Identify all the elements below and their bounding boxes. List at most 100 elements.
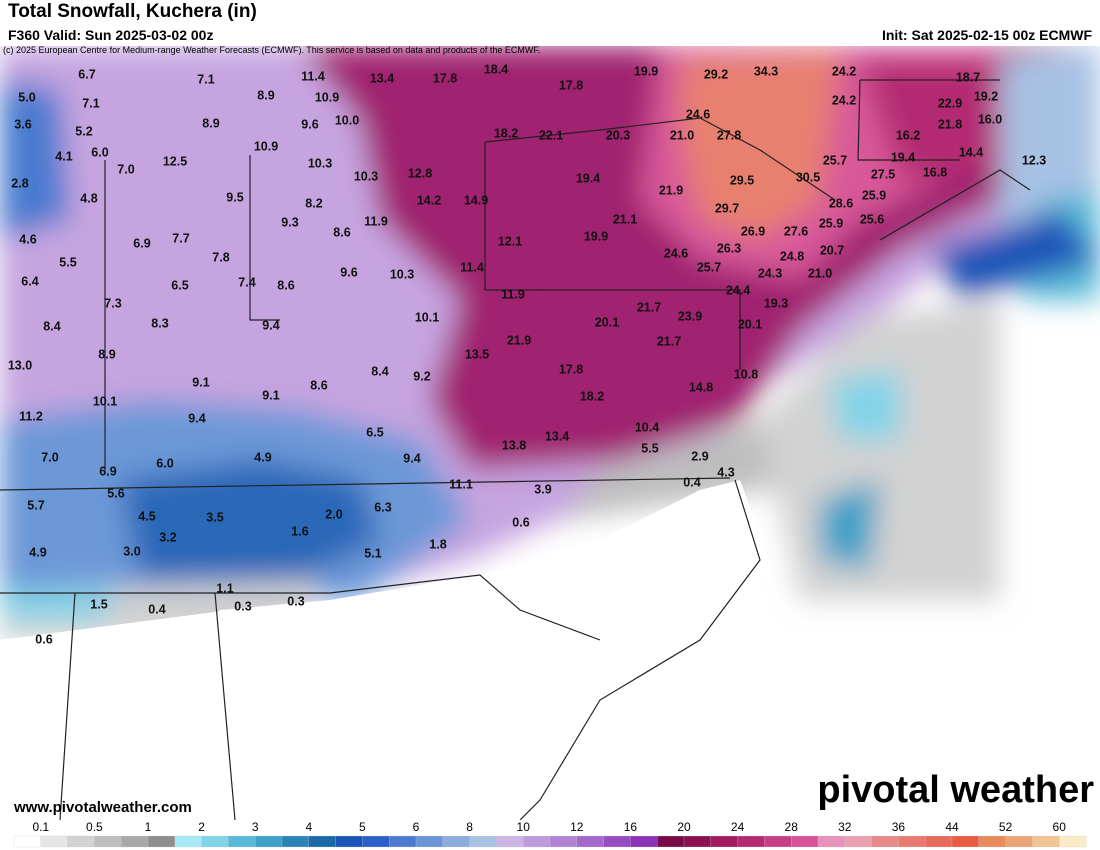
snowfall-label: 19.2 [974,89,998,103]
colorbar-tick-label: 6 [413,820,420,834]
colorbar-tick-label: 44 [945,820,959,834]
color-swatch [549,835,578,848]
snowfall-label: 28.6 [829,196,853,210]
snowfall-label: 19.9 [634,64,658,78]
snowfall-label: 4.9 [254,450,271,464]
color-swatch [255,835,283,848]
snowfall-label: 5.5 [641,441,658,455]
snowfall-label: 7.0 [41,450,58,464]
color-swatch [13,835,42,848]
snowfall-label: 18.2 [494,126,518,140]
color-swatch [523,835,551,848]
snowfall-label: 1.1 [216,581,233,595]
snowfall-label: 9.4 [403,451,420,465]
snowfall-label: 8.3 [151,316,168,330]
snowfall-label: 20.7 [820,243,844,257]
colorbar-tick-label: 1 [145,820,152,834]
snowfall-label: 24.2 [832,64,856,78]
snowfall-label: 7.7 [172,231,189,245]
snowfall-label: 20.3 [606,128,630,142]
snowfall-label: 12.1 [498,234,522,248]
snowfall-label: 10.4 [635,420,659,434]
snowfall-label: 6.0 [156,456,173,470]
color-swatch [871,835,899,848]
snowfall-label: 8.9 [257,88,274,102]
snowfall-label: 10.0 [335,113,359,127]
colorbar-tick-label: 4 [305,820,312,834]
snowfall-label: 5.5 [59,255,76,269]
snowfall-label: 25.7 [697,260,721,274]
snowfall-label: 9.1 [262,388,279,402]
color-swatch [94,835,122,848]
snowfall-label: 12.8 [408,166,432,180]
snowfall-label: 4.5 [138,509,155,523]
snowfall-label: 0.3 [234,599,251,613]
color-swatch [335,835,363,848]
snowfall-label: 21.0 [670,128,694,142]
snowfall-label: 20.1 [595,315,619,329]
snowfall-label: 5.6 [107,486,124,500]
snowfall-label: 13.8 [502,438,526,452]
snowfall-label: 2.9 [691,449,708,463]
snowfall-label: 18.4 [484,62,508,76]
snowfall-label: 25.9 [862,188,886,202]
snowfall-label: 8.6 [277,278,294,292]
snowfall-label: 29.5 [730,173,754,187]
snowfall-label: 9.2 [413,369,430,383]
colorbar-tick-label: 20 [677,820,691,834]
snowfall-label: 26.3 [717,241,741,255]
title: Total Snowfall, Kuchera (in) [8,1,257,22]
snowfall-label: 16.8 [923,165,947,179]
snowfall-label: 10.9 [315,90,339,104]
snowfall-label: 4.1 [55,149,72,163]
valid-time: F360 Valid: Sun 2025-03-02 00z [8,27,213,43]
snowfall-label: 6.4 [21,274,38,288]
brand-logo: pivotal weather [817,769,1094,811]
snowfall-label: 3.2 [159,530,176,544]
color-swatch [147,835,176,848]
snowfall-label: 29.7 [715,201,739,215]
color-swatch [576,835,605,848]
color-swatch [281,835,310,848]
snowfall-label: 24.2 [832,93,856,107]
color-swatch [67,835,95,848]
colorbar-tick-label: 10 [517,820,531,834]
snowfall-label: 7.1 [197,72,214,86]
snowfall-label: 2.8 [11,176,28,190]
credit: (c) 2025 European Centre for Medium-rang… [3,45,540,55]
colorbar-tick-label: 0.5 [86,820,103,834]
color-swatch [657,835,685,848]
snowfall-label: 10.3 [390,267,414,281]
map-labels: 6.7 7.1 11.4 13.4 17.8 18.4 19.9 29.2 34.3 24.2 18… [8,62,1046,646]
snowfall-label: 0.4 [683,475,700,489]
colorbar: 0.1 0.5 1 2 3 4 5 6 8 10 12 16 20 24 28 32 36 44 52 60 [0,820,1100,850]
snowfall-label: 3.0 [123,544,140,558]
snowfall-label: 6.9 [99,464,116,478]
color-swatch [764,835,792,848]
snowfall-label: 5.1 [364,546,381,560]
color-swatch [844,835,873,848]
color-swatch [174,835,203,848]
snowfall-label: 7.0 [117,162,134,176]
snowfall-label: 25.6 [860,212,884,226]
snowfall-label: 11.1 [449,477,473,491]
colorbar-tick-label: 36 [892,820,906,834]
snowfall-label: 30.5 [796,170,820,184]
snowfall-label: 6.9 [133,236,150,250]
snowfall-label: 17.8 [559,78,583,92]
snowfall-label: 29.2 [704,67,728,81]
snowfall-label: 1.6 [291,524,308,538]
snowfall-label: 21.9 [507,333,531,347]
snowfall-label: 3.6 [14,117,31,131]
snowfall-label: 7.1 [82,96,99,110]
snowfall-label: 2.0 [325,507,342,521]
snowfall-label: 5.2 [75,124,92,138]
snowfall-label: 4.3 [717,465,734,479]
snowfall-label: 20.1 [738,317,762,331]
snowfall-label: 9.4 [188,411,205,425]
snowfall-label: 7.3 [104,296,121,310]
snowfall-label: 4.9 [29,545,46,559]
snowfall-label: 9.6 [301,117,318,131]
color-swatch [1005,835,1033,848]
colorbar-tick-label: 12 [570,820,584,834]
